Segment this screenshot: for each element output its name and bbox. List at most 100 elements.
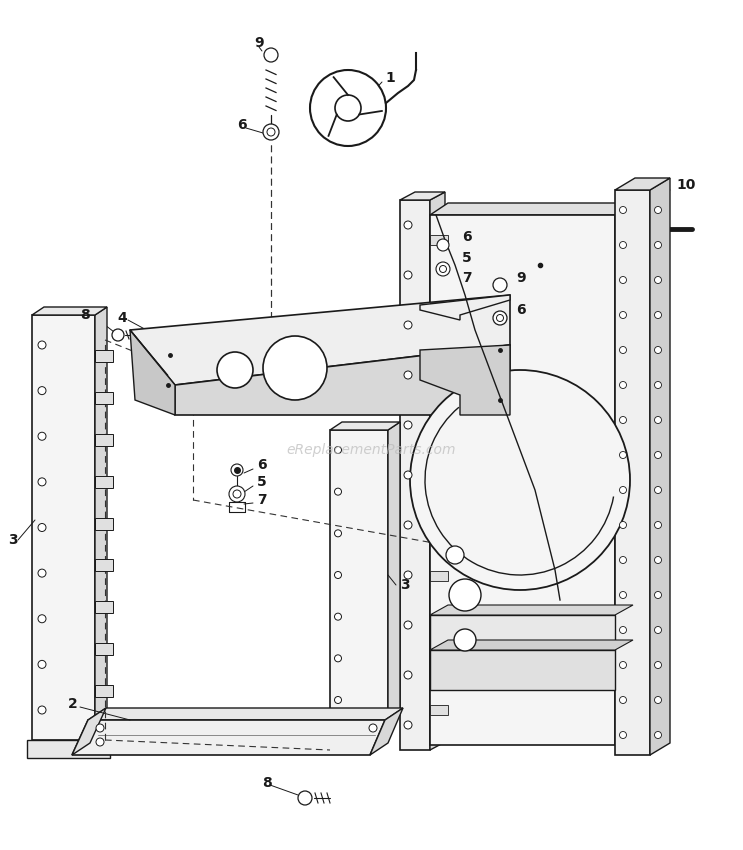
Polygon shape <box>95 685 113 697</box>
Circle shape <box>38 524 46 531</box>
Circle shape <box>454 629 476 651</box>
Polygon shape <box>32 307 107 315</box>
Circle shape <box>38 706 46 714</box>
Circle shape <box>620 241 626 248</box>
Circle shape <box>264 48 278 62</box>
Text: 8: 8 <box>262 776 272 790</box>
Polygon shape <box>420 295 510 320</box>
Polygon shape <box>400 200 430 750</box>
Circle shape <box>410 370 630 590</box>
Text: 7: 7 <box>257 493 267 507</box>
Circle shape <box>404 721 412 729</box>
Circle shape <box>96 738 104 746</box>
Polygon shape <box>430 570 448 581</box>
Text: 6: 6 <box>516 303 525 317</box>
Circle shape <box>440 265 447 273</box>
Circle shape <box>334 571 342 579</box>
Polygon shape <box>95 434 113 445</box>
Polygon shape <box>88 708 403 720</box>
Circle shape <box>446 546 464 564</box>
Circle shape <box>334 488 342 496</box>
Circle shape <box>38 387 46 394</box>
Polygon shape <box>615 190 650 755</box>
Circle shape <box>620 696 626 704</box>
Polygon shape <box>430 235 448 245</box>
Circle shape <box>404 421 412 429</box>
Polygon shape <box>430 650 615 690</box>
Circle shape <box>620 732 626 739</box>
Text: 9: 9 <box>254 36 264 50</box>
Circle shape <box>620 661 626 668</box>
Polygon shape <box>175 345 510 415</box>
Circle shape <box>369 724 377 732</box>
Circle shape <box>38 341 46 349</box>
Polygon shape <box>72 708 106 755</box>
Polygon shape <box>95 559 113 571</box>
Polygon shape <box>430 192 445 750</box>
Polygon shape <box>32 315 95 740</box>
Circle shape <box>655 522 661 529</box>
Circle shape <box>334 446 342 454</box>
Circle shape <box>620 207 626 213</box>
Polygon shape <box>650 178 670 755</box>
Circle shape <box>655 451 661 458</box>
Circle shape <box>655 241 661 248</box>
Circle shape <box>620 451 626 458</box>
Circle shape <box>655 732 661 739</box>
Circle shape <box>38 570 46 577</box>
Circle shape <box>298 791 312 805</box>
Circle shape <box>620 416 626 423</box>
Text: eReplacementParts.com: eReplacementParts.com <box>286 443 455 457</box>
Text: 6: 6 <box>462 230 472 244</box>
Polygon shape <box>430 605 633 615</box>
Circle shape <box>334 530 342 537</box>
Circle shape <box>493 278 507 292</box>
Circle shape <box>620 557 626 564</box>
Polygon shape <box>430 638 448 648</box>
Polygon shape <box>130 295 510 385</box>
Text: 8: 8 <box>80 308 90 322</box>
Circle shape <box>655 382 661 388</box>
Polygon shape <box>95 518 113 530</box>
Text: 5: 5 <box>257 475 267 489</box>
Polygon shape <box>95 476 113 488</box>
Circle shape <box>229 486 245 502</box>
Circle shape <box>335 95 361 121</box>
Circle shape <box>231 464 243 476</box>
Polygon shape <box>130 330 175 415</box>
Circle shape <box>655 592 661 598</box>
Circle shape <box>310 70 386 146</box>
Circle shape <box>38 433 46 440</box>
Circle shape <box>404 471 412 479</box>
Polygon shape <box>430 215 615 745</box>
Text: 3: 3 <box>400 578 409 592</box>
Circle shape <box>112 329 124 341</box>
Circle shape <box>404 521 412 529</box>
Circle shape <box>655 276 661 284</box>
Polygon shape <box>95 392 113 404</box>
Circle shape <box>655 311 661 319</box>
Polygon shape <box>430 503 448 513</box>
Circle shape <box>334 654 342 662</box>
Polygon shape <box>430 705 448 715</box>
Circle shape <box>267 128 275 136</box>
Text: 6: 6 <box>257 458 267 472</box>
Polygon shape <box>430 436 448 446</box>
Text: 6: 6 <box>237 118 247 132</box>
Circle shape <box>620 486 626 494</box>
Text: 5: 5 <box>462 251 472 265</box>
Polygon shape <box>27 740 110 758</box>
Polygon shape <box>95 601 113 613</box>
Polygon shape <box>388 422 400 720</box>
Circle shape <box>655 416 661 423</box>
Circle shape <box>404 571 412 579</box>
Circle shape <box>334 613 342 620</box>
Circle shape <box>655 486 661 494</box>
Polygon shape <box>400 192 445 200</box>
Circle shape <box>620 276 626 284</box>
Polygon shape <box>330 422 400 430</box>
Circle shape <box>404 621 412 629</box>
Circle shape <box>437 239 449 251</box>
Polygon shape <box>420 345 510 415</box>
Circle shape <box>620 522 626 529</box>
